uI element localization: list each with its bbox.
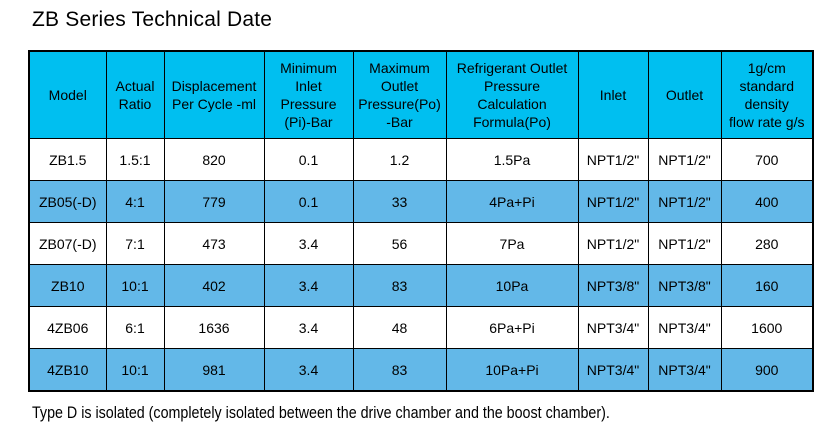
- cell-max-outlet-pressure: 56: [352, 222, 447, 265]
- table-row-4zb10: 4ZB10 10:1 981 3.4 83 10Pa+Pi NPT3/4" NP…: [28, 348, 814, 392]
- cell-min-inlet-pressure: 0.1: [263, 180, 354, 223]
- footnote: Type D is isolated (completely isolated …: [32, 403, 610, 422]
- cell-inlet: NPT1/2": [577, 138, 649, 181]
- column-header-actual-ratio: Actual Ratio: [105, 50, 165, 139]
- cell-outlet: NPT3/4": [647, 348, 722, 392]
- cell-outlet: NPT1/2": [647, 138, 722, 181]
- cell-displacement: 402: [163, 264, 265, 307]
- cell-model: 4ZB06: [28, 306, 107, 349]
- cell-actual-ratio: 1.5:1: [105, 138, 165, 181]
- cell-min-inlet-pressure: 3.4: [263, 348, 354, 392]
- cell-min-inlet-pressure: 3.4: [263, 222, 354, 265]
- cell-flow-rate: 1600: [720, 306, 814, 349]
- cell-actual-ratio: 4:1: [105, 180, 165, 223]
- cell-outlet: NPT1/2": [647, 180, 722, 223]
- cell-max-outlet-pressure: 83: [352, 348, 447, 392]
- cell-model: ZB05(-D): [28, 180, 107, 223]
- table-row-4zb06: 4ZB06 6:1 1636 3.4 48 6Pa+Pi NPT3/4" NPT…: [28, 306, 814, 349]
- cell-inlet: NPT1/2": [577, 180, 649, 223]
- cell-min-inlet-pressure: 3.4: [263, 264, 354, 307]
- column-header-outlet: Outlet: [647, 50, 722, 139]
- cell-formula: 10Pa: [445, 264, 579, 307]
- cell-formula: 4Pa+Pi: [445, 180, 579, 223]
- cell-flow-rate: 400: [720, 180, 814, 223]
- table-row-zb05-d: ZB05(-D) 4:1 779 0.1 33 4Pa+Pi NPT1/2" N…: [28, 180, 814, 223]
- cell-max-outlet-pressure: 33: [352, 180, 447, 223]
- cell-displacement: 981: [163, 348, 265, 392]
- cell-model: ZB10: [28, 264, 107, 307]
- cell-flow-rate: 900: [720, 348, 814, 392]
- cell-max-outlet-pressure: 83: [352, 264, 447, 307]
- column-header-flow-rate: 1g/cm standard density flow rate g/s: [720, 50, 814, 139]
- page-title: ZB Series Technical Date: [32, 8, 273, 31]
- cell-actual-ratio: 10:1: [105, 348, 165, 392]
- cell-displacement: 779: [163, 180, 265, 223]
- cell-formula: 6Pa+Pi: [445, 306, 579, 349]
- cell-max-outlet-pressure: 1.2: [352, 138, 447, 181]
- column-header-max-outlet-pressure: Maximum Outlet Pressure(Po) -Bar: [352, 50, 447, 139]
- cell-inlet: NPT3/8": [577, 264, 649, 307]
- column-header-inlet: Inlet: [577, 50, 649, 139]
- cell-flow-rate: 160: [720, 264, 814, 307]
- cell-displacement: 1636: [163, 306, 265, 349]
- cell-flow-rate: 700: [720, 138, 814, 181]
- cell-inlet: NPT1/2": [577, 222, 649, 265]
- table-row-zb07-d: ZB07(-D) 7:1 473 3.4 56 7Pa NPT1/2" NPT1…: [28, 222, 814, 265]
- column-header-model: Model: [28, 50, 107, 139]
- cell-actual-ratio: 7:1: [105, 222, 165, 265]
- cell-actual-ratio: 10:1: [105, 264, 165, 307]
- cell-formula: 7Pa: [445, 222, 579, 265]
- table-row-zb1-5: ZB1.5 1.5:1 820 0.1 1.2 1.5Pa NPT1/2" NP…: [28, 138, 814, 181]
- cell-model: ZB07(-D): [28, 222, 107, 265]
- cell-actual-ratio: 6:1: [105, 306, 165, 349]
- cell-model: 4ZB10: [28, 348, 107, 392]
- cell-min-inlet-pressure: 3.4: [263, 306, 354, 349]
- cell-inlet: NPT3/4": [577, 306, 649, 349]
- cell-inlet: NPT3/4": [577, 348, 649, 392]
- cell-flow-rate: 280: [720, 222, 814, 265]
- column-header-displacement: Displacement Per Cycle -ml: [163, 50, 265, 139]
- cell-formula: 10Pa+Pi: [445, 348, 579, 392]
- cell-outlet: NPT3/8": [647, 264, 722, 307]
- column-header-refrigerant-formula: Refrigerant Outlet Pressure Calculation …: [445, 50, 579, 139]
- cell-outlet: NPT1/2": [647, 222, 722, 265]
- column-header-min-inlet-pressure: Minimum Inlet Pressure (Pi)-Bar: [263, 50, 354, 139]
- cell-model: ZB1.5: [28, 138, 107, 181]
- cell-displacement: 473: [163, 222, 265, 265]
- cell-displacement: 820: [163, 138, 265, 181]
- cell-formula: 1.5Pa: [445, 138, 579, 181]
- cell-min-inlet-pressure: 0.1: [263, 138, 354, 181]
- table-row-zb10: ZB10 10:1 402 3.4 83 10Pa NPT3/8" NPT3/8…: [28, 264, 814, 307]
- technical-data-table: Model Actual Ratio Displacement Per Cycl…: [28, 50, 814, 392]
- table-header-row: Model Actual Ratio Displacement Per Cycl…: [28, 50, 814, 139]
- cell-max-outlet-pressure: 48: [352, 306, 447, 349]
- cell-outlet: NPT3/4": [647, 306, 722, 349]
